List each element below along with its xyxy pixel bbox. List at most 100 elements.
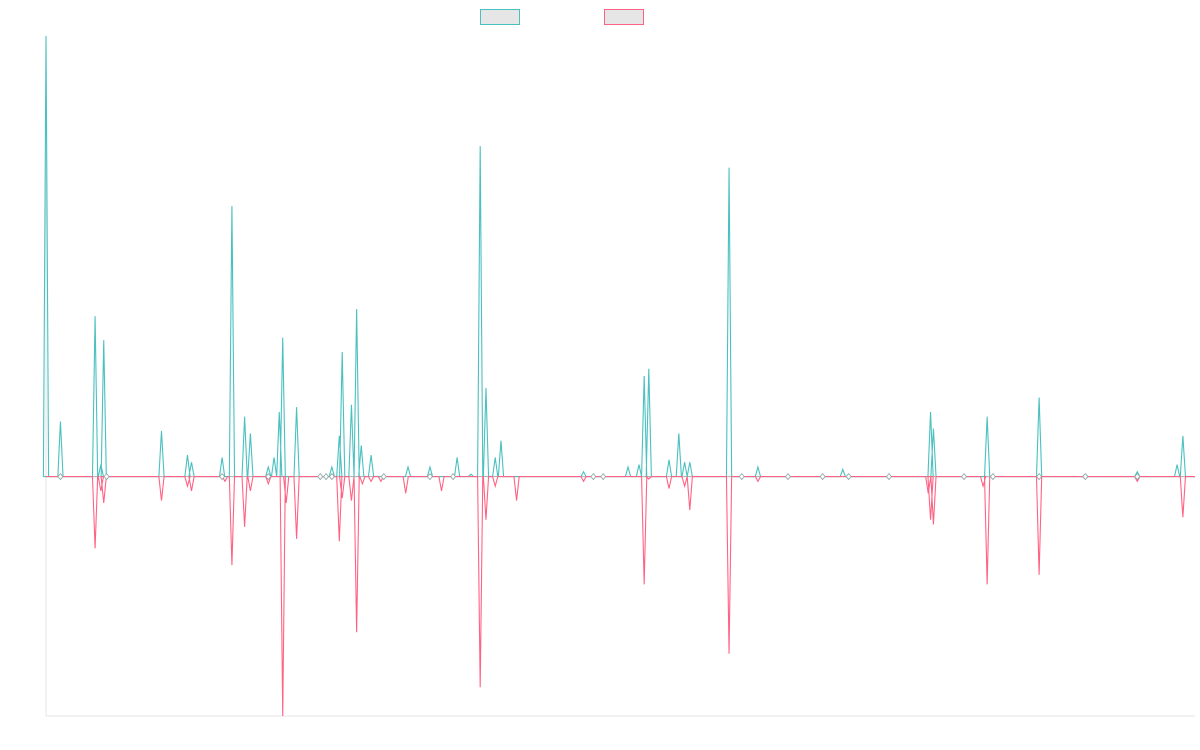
legend-swatch-series-2[interactable] bbox=[604, 9, 644, 25]
series-1-point-48 bbox=[1038, 397, 1040, 399]
series-2-point-24 bbox=[479, 686, 481, 688]
series-1-point-32 bbox=[500, 440, 502, 442]
baseline-marker-18 bbox=[961, 472, 968, 481]
series-2-point-32 bbox=[684, 485, 686, 487]
baseline-marker-17 bbox=[885, 472, 893, 481]
series-2-point-13 bbox=[285, 502, 287, 504]
baseline-marker-3 bbox=[219, 472, 226, 481]
series-2-point-38 bbox=[933, 524, 935, 526]
series-2-point-28 bbox=[583, 481, 585, 483]
series-2-point-31 bbox=[668, 488, 670, 490]
series-1-point-16 bbox=[282, 337, 284, 339]
series-2-point-8 bbox=[231, 564, 233, 566]
baseline-marker-12 bbox=[600, 472, 607, 481]
series-1-point-34 bbox=[627, 466, 629, 468]
series-2-point-25 bbox=[485, 519, 487, 521]
series-2-point-40 bbox=[986, 584, 988, 586]
series-2-point-30 bbox=[648, 478, 650, 480]
series-1-point-24 bbox=[370, 454, 372, 456]
series-1-point-38 bbox=[668, 459, 670, 461]
series-2-point-26 bbox=[494, 485, 496, 487]
series-1-point-29 bbox=[479, 145, 481, 147]
baseline-marker-16 bbox=[845, 472, 852, 481]
series-1-point-46 bbox=[933, 428, 935, 430]
baseline-marker-21 bbox=[1082, 472, 1089, 481]
series-1-point-21 bbox=[351, 404, 353, 406]
baseline-marker-9 bbox=[426, 472, 433, 481]
series-1-point-9 bbox=[221, 457, 223, 459]
baseline-marker-19 bbox=[989, 472, 996, 481]
series-2-point-9 bbox=[244, 526, 246, 528]
series-1-point-26 bbox=[429, 466, 431, 468]
series-2-point-15 bbox=[339, 540, 341, 542]
series-1-point-1 bbox=[45, 35, 47, 37]
series-1-point-27 bbox=[456, 457, 458, 459]
series-2-point-3 bbox=[103, 502, 105, 504]
series-1-point-39 bbox=[678, 433, 680, 435]
series-2-point-6 bbox=[191, 490, 193, 492]
baseline-marker-10 bbox=[450, 472, 457, 481]
series-2-point-14 bbox=[296, 538, 298, 540]
series-1-point-37 bbox=[648, 368, 650, 370]
series-2-point-12 bbox=[282, 715, 284, 717]
series-1-point-14 bbox=[273, 457, 275, 459]
series-2-point-43 bbox=[1136, 481, 1138, 483]
series-1-point-28 bbox=[470, 473, 472, 475]
series-1-point-40 bbox=[684, 461, 686, 463]
baseline-marker-2 bbox=[103, 472, 110, 481]
series-1-point-4 bbox=[100, 464, 102, 466]
series-1-point-8 bbox=[191, 461, 193, 463]
series-line-2 bbox=[45, 476, 1196, 717]
series-2-point-2 bbox=[100, 490, 102, 492]
baseline-marker-4 bbox=[265, 472, 272, 481]
series-1-point-42 bbox=[728, 167, 730, 169]
series-1-point-44 bbox=[842, 469, 844, 471]
baseline-marker-5 bbox=[317, 472, 324, 481]
series-2-point-21 bbox=[380, 481, 382, 483]
series-1-point-31 bbox=[494, 457, 496, 459]
series-2-point-22 bbox=[405, 493, 407, 495]
series-2-point-44 bbox=[1182, 516, 1184, 518]
series-1-point-19 bbox=[339, 435, 341, 437]
series-1-point-43 bbox=[757, 466, 759, 468]
series-1-point-12 bbox=[250, 433, 252, 435]
series-1-point-50 bbox=[1136, 471, 1138, 473]
series-2-point-11 bbox=[267, 483, 269, 485]
series-2-point-36 bbox=[927, 493, 929, 495]
series-2-point-16 bbox=[341, 497, 343, 499]
series-1-point-23 bbox=[360, 445, 362, 447]
baseline-marker-15 bbox=[819, 472, 826, 481]
series-2-point-34 bbox=[728, 653, 730, 655]
series-2-point-35 bbox=[757, 481, 759, 483]
series-1-point-20 bbox=[341, 351, 343, 353]
baseline-marker-1 bbox=[57, 472, 64, 481]
series-2-point-10 bbox=[250, 490, 252, 492]
legend-swatch-series-1[interactable] bbox=[480, 9, 520, 25]
baseline-marker-20 bbox=[1036, 472, 1043, 481]
series-1-point-45 bbox=[930, 411, 932, 413]
series-2-point-41 bbox=[1038, 574, 1040, 576]
series-1-point-25 bbox=[407, 466, 409, 468]
series-1-point-41 bbox=[689, 461, 691, 463]
series-1-point-30 bbox=[485, 387, 487, 389]
series-1-point-6 bbox=[161, 430, 163, 432]
baseline-marker-8 bbox=[380, 472, 387, 481]
series-2-point-1 bbox=[94, 548, 96, 550]
series-2-point-33 bbox=[689, 509, 691, 511]
series-2-point-17 bbox=[351, 500, 353, 502]
baseline-marker-22 bbox=[1134, 472, 1141, 481]
baseline-marker-7 bbox=[328, 472, 335, 481]
series-1-point-51 bbox=[1176, 464, 1178, 466]
series-2-point-18 bbox=[356, 631, 358, 633]
series-2-point-27 bbox=[516, 500, 518, 502]
series-1-point-22 bbox=[356, 308, 358, 310]
baseline-marker-11 bbox=[590, 472, 597, 481]
series-1-point-7 bbox=[187, 454, 189, 456]
series-1-point-36 bbox=[643, 375, 645, 377]
series-1-point-15 bbox=[278, 411, 280, 413]
baseline-marker-14 bbox=[784, 472, 791, 481]
series-1-point-2 bbox=[60, 421, 62, 423]
series-2-point-37 bbox=[930, 519, 932, 521]
series-1-point-47 bbox=[986, 416, 988, 418]
